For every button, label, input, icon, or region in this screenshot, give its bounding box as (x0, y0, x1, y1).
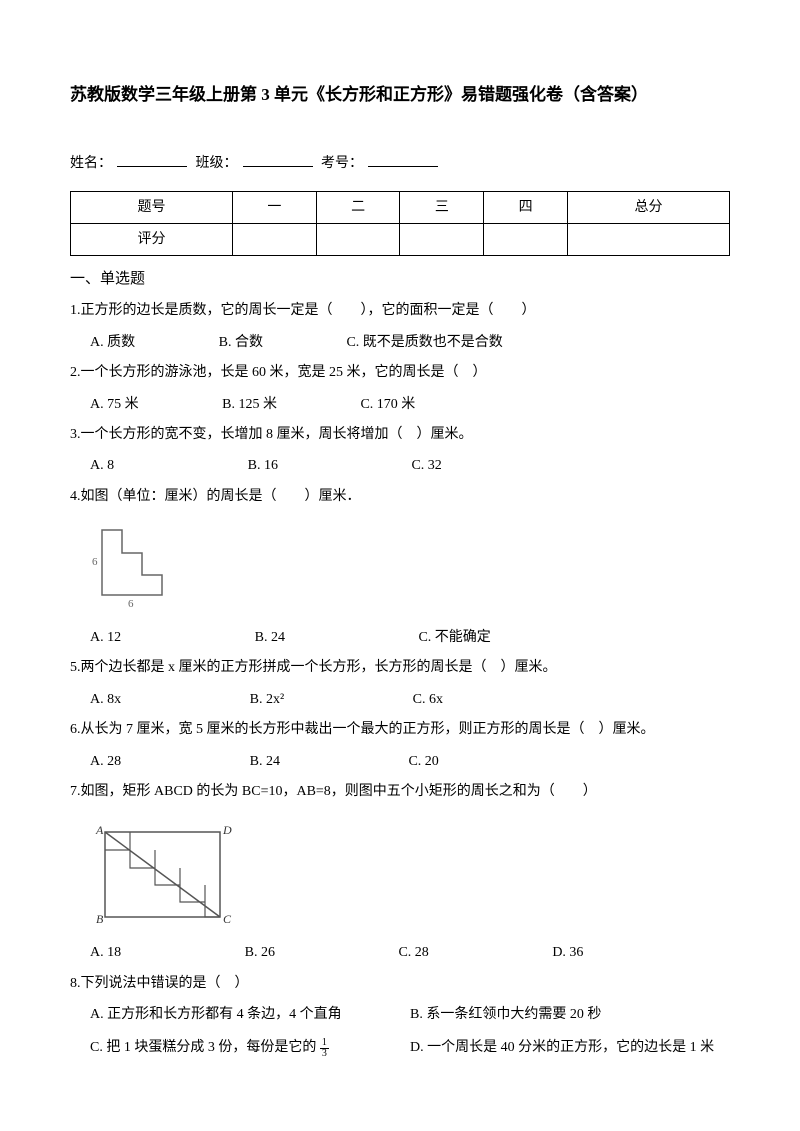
option-c: C. 6x (413, 687, 443, 712)
empty-cell (232, 223, 316, 255)
header-cell: 二 (316, 191, 400, 223)
question-2-options: A. 75 米 B. 125 米 C. 170 米 (70, 392, 730, 417)
question-4: 4.如图（单位：厘米）的周长是（ ）厘米． (70, 484, 730, 511)
class-blank (243, 166, 313, 167)
header-cell: 一 (232, 191, 316, 223)
option-b: B. 系一条红领巾大约需要 20 秒 (410, 1002, 730, 1027)
question-8-options: A. 正方形和长方形都有 4 条边，4 个直角 B. 系一条红领巾大约需要 20… (70, 1002, 730, 1060)
option-c: C. 既不是质数也不是合数 (346, 330, 502, 355)
svg-text:6: 6 (92, 556, 98, 568)
option-b: B. 125 米 (222, 392, 277, 417)
table-row: 评分 (71, 223, 730, 255)
option-b: B. 合数 (219, 330, 263, 355)
option-b: B. 26 (245, 940, 275, 965)
option-c: C. 20 (408, 749, 438, 774)
question-7-options: A. 18 B. 26 C. 28 D. 36 (70, 940, 730, 965)
header-cell: 三 (400, 191, 484, 223)
page-title: 苏教版数学三年级上册第 3 单元《长方形和正方形》易错题强化卷（含答案） (70, 80, 730, 111)
question-3: 3.一个长方形的宽不变，长增加 8 厘米，周长将增加（ ）厘米。 (70, 422, 730, 449)
option-a: A. 12 (90, 625, 121, 650)
option-a: A. 质数 (90, 330, 135, 355)
table-row: 题号 一 二 三 四 总分 (71, 191, 730, 223)
option-b: B. 16 (248, 453, 278, 478)
question-6-options: A. 28 B. 24 C. 20 (70, 749, 730, 774)
question-7-figure: A D B C (90, 820, 730, 930)
option-a: A. 75 米 (90, 392, 139, 417)
header-cell: 总分 (568, 191, 730, 223)
svg-text:B: B (96, 912, 104, 926)
staircase-icon: 6 6 (90, 525, 175, 615)
question-4-options: A. 12 B. 24 C. 不能确定 (70, 625, 730, 650)
question-2: 2.一个长方形的游泳池，长是 60 米，宽是 25 米，它的周长是（ ） (70, 360, 730, 387)
empty-cell (568, 223, 730, 255)
empty-cell (400, 223, 484, 255)
question-1-options: A. 质数 B. 合数 C. 既不是质数也不是合数 (70, 330, 730, 355)
exam-label: 考号： (321, 156, 363, 171)
option-d: D. 一个周长是 40 分米的正方形，它的边长是 1 米 (410, 1035, 730, 1060)
fraction-icon: 13 (320, 1038, 329, 1059)
student-info: 姓名： 班级： 考号： (70, 151, 730, 176)
question-7: 7.如图，矩形 ABCD 的长为 BC=10，AB=8，则图中五个小矩形的周长之… (70, 779, 730, 806)
option-b: B. 24 (250, 749, 280, 774)
exam-blank (368, 166, 438, 167)
option-a: A. 正方形和长方形都有 4 条边，4 个直角 (90, 1002, 410, 1027)
option-a: A. 8 (90, 453, 114, 478)
option-c: C. 28 (398, 940, 428, 965)
svg-text:6: 6 (128, 598, 134, 610)
option-c: C. 170 米 (360, 392, 415, 417)
option-a: A. 18 (90, 940, 121, 965)
question-8: 8.下列说法中错误的是（ ） (70, 971, 730, 998)
question-5: 5.两个边长都是 x 厘米的正方形拼成一个长方形，长方形的周长是（ ）厘米。 (70, 655, 730, 682)
option-b: B. 2x² (250, 687, 285, 712)
question-3-options: A. 8 B. 16 C. 32 (70, 453, 730, 478)
name-blank (117, 166, 187, 167)
header-cell: 四 (484, 191, 568, 223)
option-c: C. 把 1 块蛋糕分成 3 份，每份是它的 13 (90, 1035, 410, 1060)
svg-text:C: C (223, 912, 232, 926)
question-6: 6.从长为 7 厘米，宽 5 厘米的长方形中裁出一个最大的正方形，则正方形的周长… (70, 717, 730, 744)
svg-text:D: D (222, 823, 232, 837)
option-d: D. 36 (552, 940, 583, 965)
option-a: A. 28 (90, 749, 121, 774)
option-a: A. 8x (90, 687, 121, 712)
header-cell: 题号 (71, 191, 233, 223)
question-5-options: A. 8x B. 2x² C. 6x (70, 687, 730, 712)
option-b: B. 24 (255, 625, 285, 650)
name-label: 姓名： (70, 156, 112, 171)
svg-text:A: A (95, 823, 104, 837)
score-table: 题号 一 二 三 四 总分 评分 (70, 191, 730, 256)
rectangle-diagonal-icon: A D B C (90, 820, 240, 930)
empty-cell (316, 223, 400, 255)
question-4-figure: 6 6 (90, 525, 730, 615)
section-title: 一、单选题 (70, 266, 730, 293)
empty-cell (484, 223, 568, 255)
row-label-cell: 评分 (71, 223, 233, 255)
class-label: 班级： (196, 156, 238, 171)
option-c: C. 不能确定 (418, 625, 490, 650)
question-1: 1.正方形的边长是质数，它的周长一定是（ ），它的面积一定是（ ） (70, 298, 730, 325)
option-c: C. 32 (411, 453, 441, 478)
